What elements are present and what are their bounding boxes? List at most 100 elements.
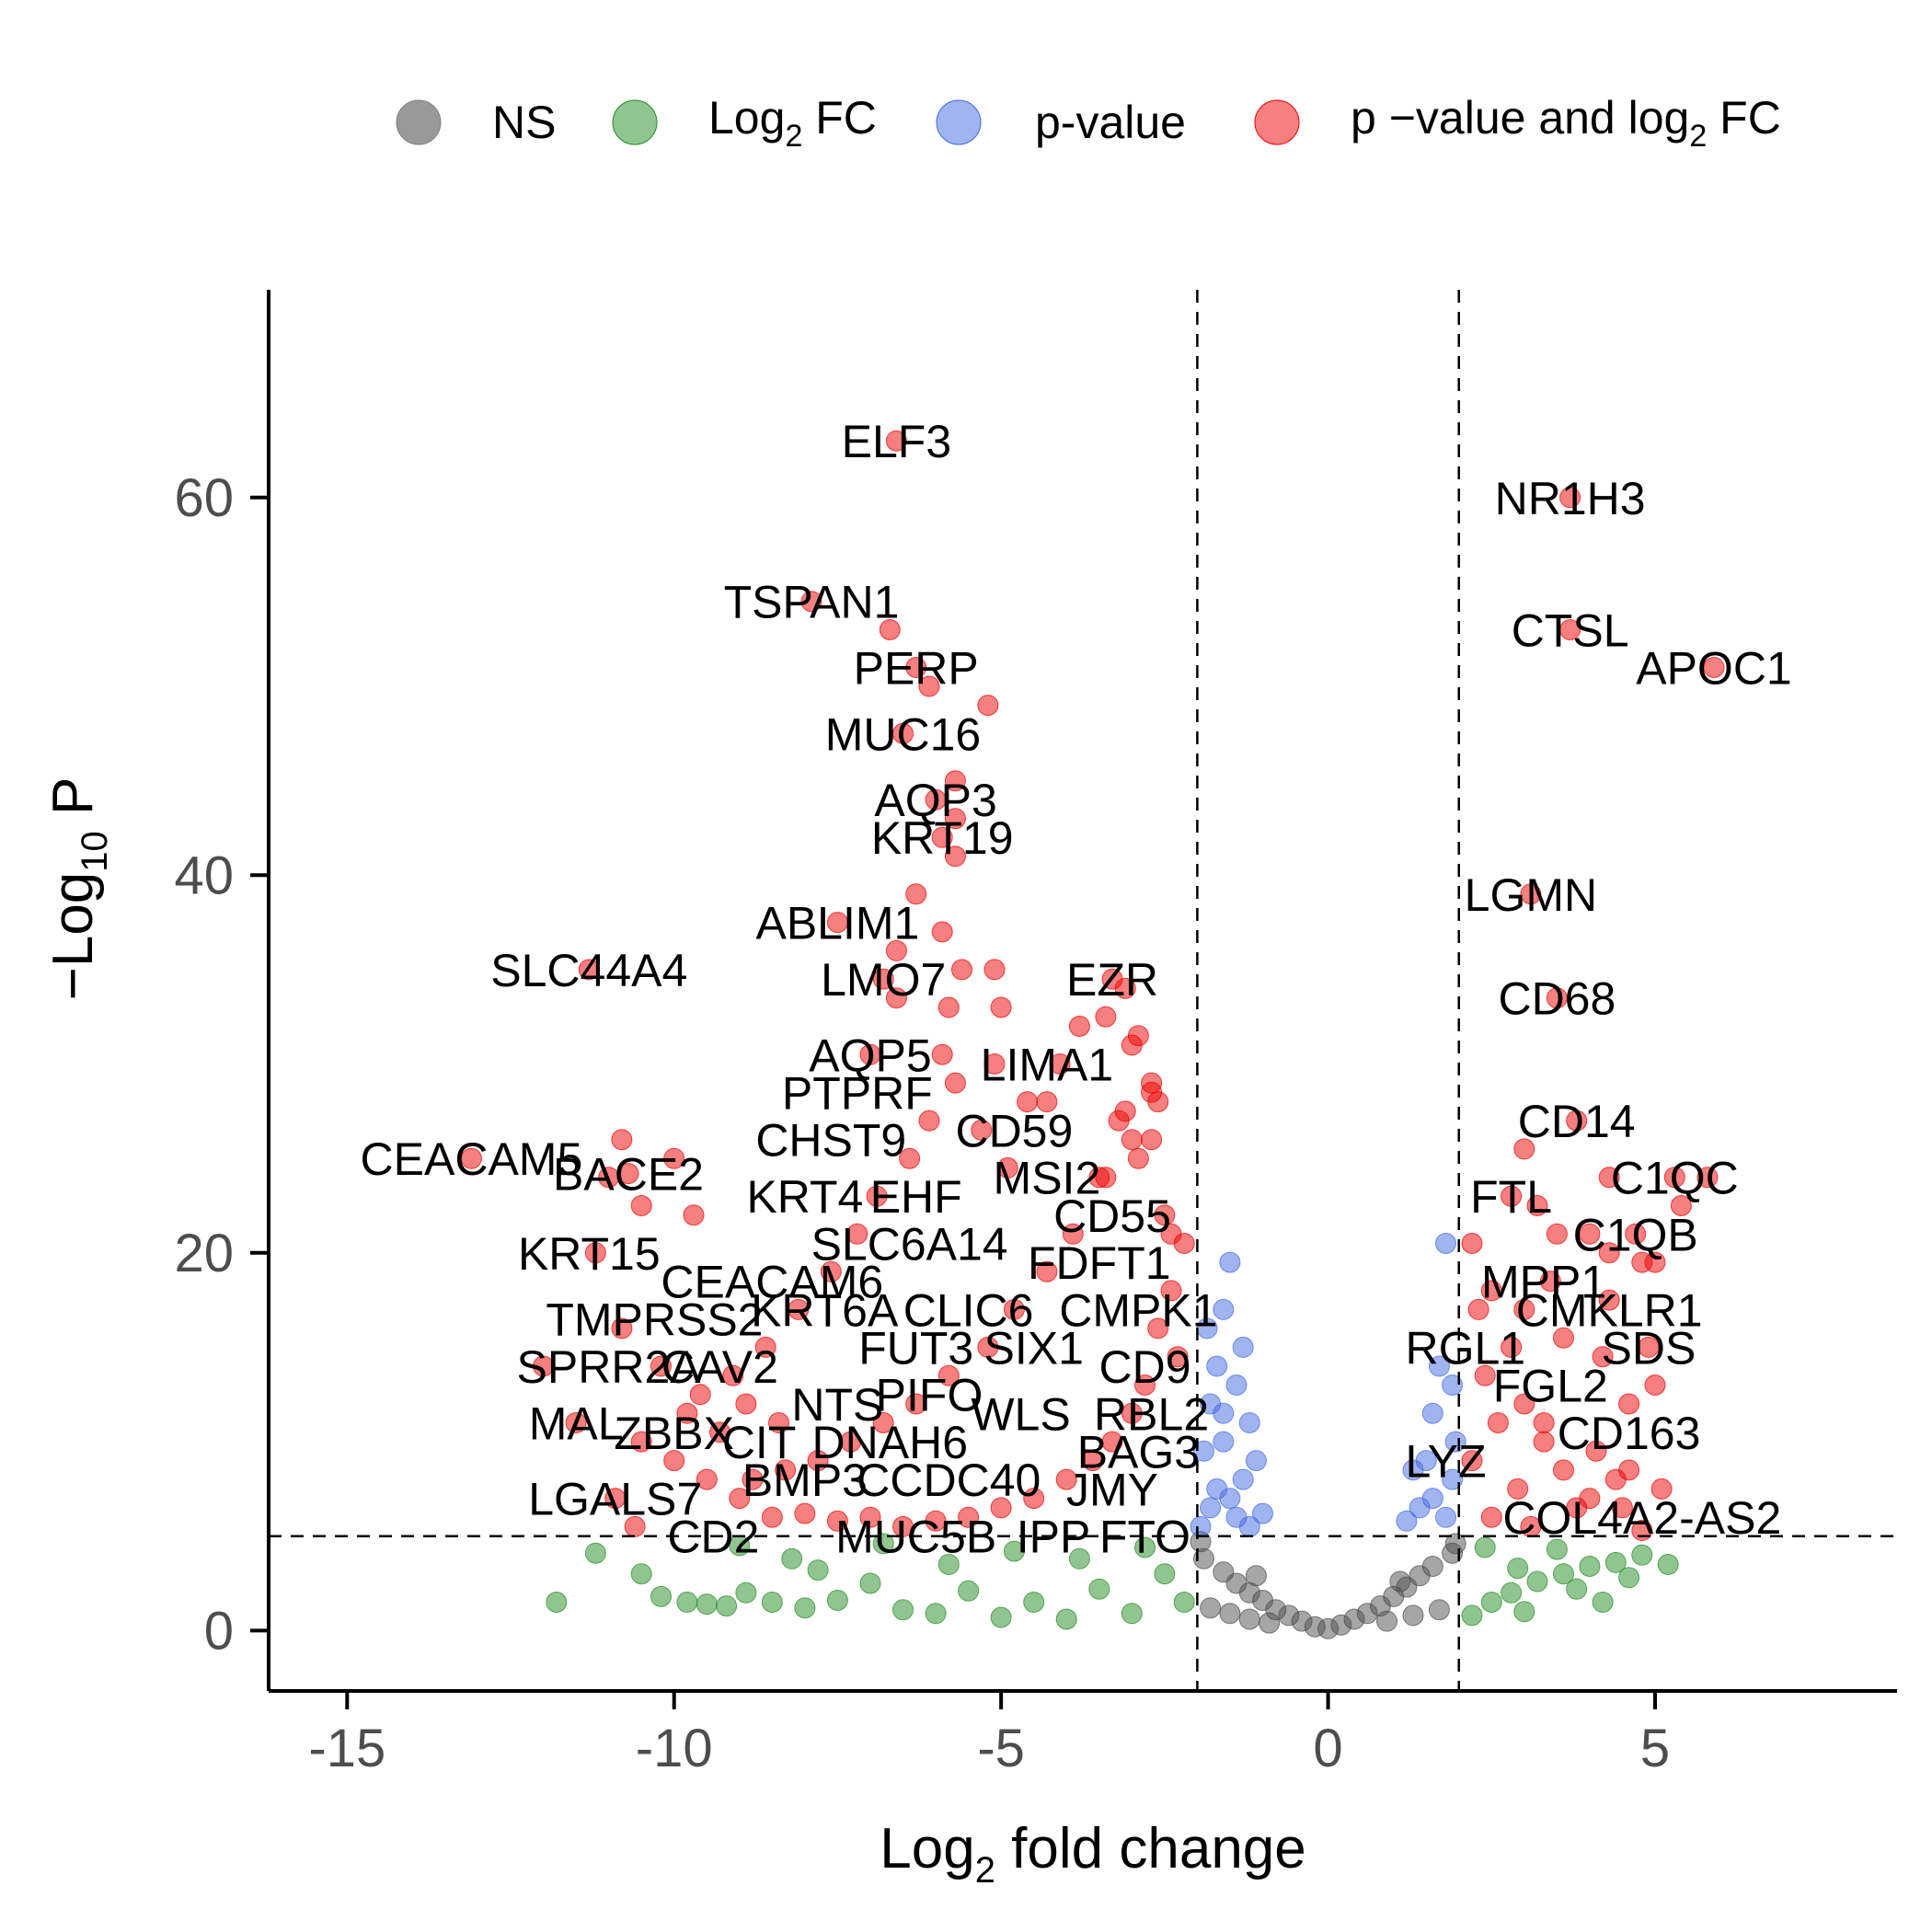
gene-label: LYZ — [1406, 1436, 1487, 1488]
point-fc — [1579, 1556, 1601, 1577]
point-both — [1003, 1298, 1025, 1320]
point-both — [624, 1515, 646, 1537]
point-fc — [794, 1597, 816, 1619]
point-both — [1480, 1280, 1502, 1302]
point-p — [1402, 1459, 1424, 1481]
gene-label: MSI2 — [994, 1153, 1101, 1204]
gene-label: CEACAM6 — [661, 1257, 883, 1308]
point-fc — [781, 1547, 803, 1570]
legend-label-pvalue-and-log2fc: p −value and log2 FC — [1351, 92, 1781, 154]
gene-label: SLC6A14 — [811, 1219, 1008, 1271]
gene-label: EZR — [1066, 954, 1158, 1006]
x-tick-label: -5 — [977, 1719, 1025, 1778]
point-fc — [1526, 1570, 1548, 1593]
point-both — [872, 968, 894, 990]
x-tick-label: 5 — [1640, 1719, 1670, 1778]
cutoff-lines — [269, 290, 1897, 1691]
point-both — [996, 1156, 1018, 1179]
point-p — [1193, 1440, 1214, 1462]
point-both — [1598, 1167, 1620, 1189]
gene-label: SLC44A4 — [490, 945, 687, 996]
point-fc — [1173, 1592, 1195, 1613]
legend-label-ns: NS — [492, 97, 556, 148]
point-fc — [1121, 1603, 1143, 1625]
legend-swatch-pvalue — [936, 99, 982, 145]
point-both — [1114, 1100, 1136, 1122]
point-both — [1559, 619, 1581, 640]
gene-label: RGL1 — [1405, 1322, 1525, 1374]
gene-label: AQP5 — [809, 1029, 931, 1081]
point-both — [1696, 1167, 1719, 1189]
point-fc — [1566, 1578, 1588, 1600]
point-fc — [1134, 1536, 1156, 1558]
point-p — [1238, 1412, 1260, 1433]
point-fc — [1507, 1558, 1529, 1580]
point-both — [931, 921, 953, 943]
point-both — [1082, 1450, 1104, 1472]
point-both — [676, 1402, 698, 1424]
point-p — [1213, 1298, 1235, 1320]
point-both — [611, 1317, 633, 1340]
point-both — [892, 722, 914, 744]
x-axis-title: Log2 fold change — [880, 1817, 1306, 1891]
point-both — [905, 883, 927, 905]
gene-label: KRT4 — [746, 1171, 863, 1223]
point-fc — [1592, 1592, 1614, 1613]
point-both — [1604, 1468, 1627, 1490]
point-fc — [761, 1592, 783, 1613]
point-p — [1206, 1355, 1228, 1377]
point-fc — [807, 1559, 829, 1581]
gene-label: FUT3 — [858, 1322, 973, 1374]
point-both — [1501, 1336, 1523, 1358]
point-both — [1055, 1468, 1077, 1490]
point-both — [689, 1384, 711, 1406]
point-both — [1553, 1459, 1574, 1481]
gene-label: JMY — [1066, 1464, 1158, 1515]
point-fc — [1657, 1554, 1679, 1575]
gene-label: ZBBX — [614, 1408, 734, 1459]
point-p — [1435, 1506, 1456, 1528]
point-both — [983, 1053, 1006, 1075]
point-fc — [1055, 1608, 1077, 1630]
gene-label: PTPRF — [782, 1067, 933, 1119]
point-both — [1023, 1488, 1045, 1510]
points-layer — [460, 430, 1725, 1639]
point-both — [885, 987, 907, 1009]
point-both — [1546, 1223, 1568, 1245]
point-fc — [1068, 1547, 1090, 1570]
point-fc — [1023, 1592, 1045, 1613]
point-both — [1638, 1336, 1660, 1358]
point-both — [1579, 1223, 1601, 1245]
point-p — [1442, 1374, 1464, 1396]
point-p — [1245, 1450, 1267, 1472]
gene-label: CD59 — [955, 1105, 1073, 1156]
point-both — [892, 1515, 914, 1537]
point-both — [983, 959, 1006, 981]
point-ns — [1428, 1599, 1450, 1621]
point-p — [1409, 1497, 1431, 1519]
point-both — [1121, 1402, 1143, 1424]
gene-label: BAG3 — [1077, 1426, 1200, 1478]
legend-swatch-ns — [396, 99, 442, 145]
point-ns — [1376, 1610, 1397, 1632]
point-both — [1703, 657, 1725, 678]
point-both — [1553, 1327, 1574, 1349]
point-both — [533, 1355, 555, 1377]
point-fc — [1154, 1563, 1176, 1585]
point-both — [1467, 1298, 1489, 1320]
gene-label: CCDC40 — [857, 1455, 1041, 1506]
point-both — [1134, 1374, 1156, 1396]
point-both — [840, 1431, 862, 1453]
point-both — [1154, 1204, 1176, 1226]
legend-swatch-pvalue-and-log2fc — [1254, 99, 1300, 145]
gene-label: CD163 — [1558, 1408, 1701, 1459]
point-both — [931, 826, 953, 848]
point-both — [1036, 1091, 1058, 1113]
point-p — [1232, 1336, 1254, 1358]
point-both — [885, 939, 907, 961]
point-both — [1461, 1233, 1483, 1254]
point-both — [735, 1393, 757, 1415]
gene-label: EHF — [870, 1171, 962, 1223]
